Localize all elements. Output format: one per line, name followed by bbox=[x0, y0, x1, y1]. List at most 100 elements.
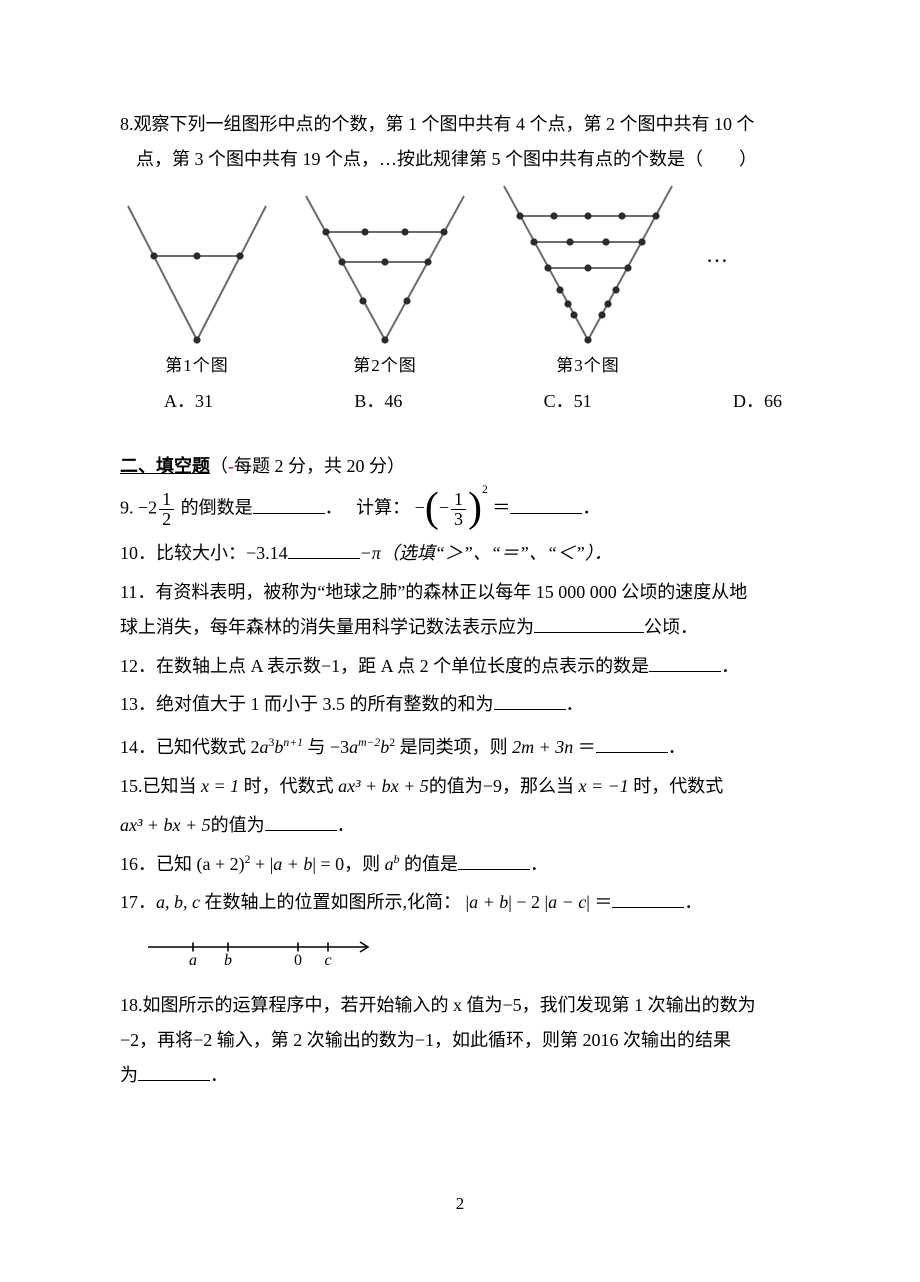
q14-t2a: a bbox=[349, 737, 358, 757]
q17-minus: − 2 bbox=[516, 892, 540, 912]
q16: 16．已知 (a + 2)2 + |a + b| = 0，则 ab 的值是． bbox=[120, 850, 800, 879]
q18-blank bbox=[138, 1061, 210, 1081]
q18-period: ． bbox=[210, 1065, 228, 1085]
q16-tail: 的值是 bbox=[404, 854, 458, 874]
q15-l1b: 时，代数式 bbox=[239, 776, 338, 796]
q17-vars: a, b, c bbox=[156, 892, 200, 912]
q9-blank1 bbox=[253, 494, 325, 514]
q9-period2: ． bbox=[582, 498, 600, 518]
section2-title: 二、填空题 bbox=[120, 456, 210, 476]
q15-l2: ax³ + bx + 5的值为 ． bbox=[120, 811, 800, 840]
q16-period: ． bbox=[530, 854, 548, 874]
q17-numberline: a b 0 c bbox=[138, 927, 800, 973]
q9-calc: 计算： bbox=[356, 498, 410, 518]
q11-l2-wrap: 球上消失，每年森林的消失量用科学记数法表示应为公顷． bbox=[120, 613, 800, 642]
q8-line1: 8.观察下列一组图形中点的个数，第 1 个图中共有 4 个点，第 2 个图中共有… bbox=[120, 110, 800, 139]
q15-l1: 15.已知当 x = 1 时，代数式 ax³ + bx + 5的值为−9，那么当… bbox=[120, 772, 800, 801]
q14-period: ． bbox=[668, 737, 686, 757]
q8-figures: 第1个图 第2个图 bbox=[122, 180, 800, 379]
section2-heading: 二、填空题（-每题 2 分，共 20 分） bbox=[120, 452, 800, 481]
q12-period: ． bbox=[721, 656, 739, 676]
q8-options: A．31 B．46 C．51 D．66 bbox=[120, 383, 800, 416]
q17-lead: 17． bbox=[120, 892, 156, 912]
q9: 9. −212 的倒数是． 计算： −(−13)2 ＝． bbox=[120, 490, 800, 529]
q8-opt-b: B．46 bbox=[354, 387, 402, 416]
q14-mid: 是同类项，则 bbox=[400, 737, 513, 757]
q8-fig1-cap: 第1个图 bbox=[122, 352, 272, 379]
q14-t1a: a bbox=[260, 737, 269, 757]
q15-l1d: 时，代数式 bbox=[629, 776, 724, 796]
q10-lead: 10．比较大小：−3.14 bbox=[120, 543, 288, 563]
svg-text:0: 0 bbox=[294, 952, 302, 969]
q17-c1: | bbox=[508, 892, 512, 912]
q16-abs-i: a + b bbox=[273, 854, 312, 874]
q10: 10．比较大小：−3.14 −π（选填“＞”、“＝”、“＜”）． bbox=[120, 539, 800, 568]
q17-i2: a − c bbox=[548, 892, 586, 912]
q9-inner-den: 3 bbox=[451, 510, 466, 529]
q9-rparen: ) bbox=[468, 485, 482, 531]
q9-minus: − bbox=[138, 498, 148, 518]
svg-text:b: b bbox=[224, 952, 232, 969]
q16-paren: (a + 2) bbox=[197, 854, 245, 874]
q18-l1-text: 18.如图所示的运算程序中，若开始输入的 x 值为−5，我们发现第 1 次输出的… bbox=[120, 995, 756, 1015]
q15-period: ． bbox=[337, 815, 355, 835]
q14-eq: ＝ bbox=[578, 737, 596, 757]
q8-opt-a: A．31 bbox=[164, 387, 213, 416]
q16-ab: a bbox=[385, 854, 394, 874]
q8-opt-c: C．51 bbox=[544, 387, 592, 416]
q18-l3-wrap: 为． bbox=[120, 1061, 800, 1090]
q16-plus: + bbox=[255, 854, 270, 874]
q15-l1a: 15.已知当 bbox=[120, 776, 201, 796]
q13-lead: 13．绝对值大于 1 而小于 3.5 的所有整数的和为 bbox=[120, 694, 494, 714]
q14-t2bp: 2 bbox=[389, 736, 395, 749]
q14-t2c: −3 bbox=[330, 737, 349, 757]
q16-blank bbox=[458, 850, 530, 870]
q13: 13．绝对值大于 1 而小于 3.5 的所有整数的和为 ． bbox=[120, 690, 800, 719]
q9-mixed-den: 2 bbox=[159, 510, 174, 529]
q9-inner-num: 1 bbox=[451, 490, 466, 510]
q14-blank bbox=[596, 733, 668, 753]
q14-expr: 2m + 3n bbox=[512, 737, 573, 757]
q12: 12．在数轴上点 A 表示数−1，距 A 点 2 个单位长度的点表示的数是． bbox=[120, 652, 800, 681]
q11-l2: 球上消失，每年森林的消失量用科学记数法表示应为 bbox=[120, 617, 534, 637]
q17-eq: ＝ bbox=[594, 892, 612, 912]
section2-paren: （ bbox=[210, 456, 228, 476]
q16-abpow: b bbox=[394, 853, 400, 866]
q15-blank bbox=[265, 811, 337, 831]
q14-t1c: 2 bbox=[251, 737, 260, 757]
q17-i1: a + b bbox=[469, 892, 508, 912]
q13-blank bbox=[494, 690, 566, 710]
q9-inner-neg: − bbox=[439, 498, 449, 518]
q15-xm1: x = −1 bbox=[578, 776, 628, 796]
q12-blank bbox=[649, 652, 721, 672]
q9-mid1: 的倒数是 bbox=[181, 498, 253, 518]
q17: 17．a, b, c 在数轴上的位置如图所示,化简： |a + b| − 2 |… bbox=[120, 888, 800, 917]
q9-mixed-num: 1 bbox=[159, 490, 174, 510]
section2-tail: 每题 2 分，共 20 分） bbox=[234, 456, 405, 476]
q8-fig3: 第3个图 bbox=[498, 180, 678, 379]
q15-l1c: 的值为−9，那么当 bbox=[429, 776, 579, 796]
q17-c2: | bbox=[586, 892, 590, 912]
q10-tail: −π（选填“＞”、“＝”、“＜”）． bbox=[360, 543, 612, 563]
q9-inner-frac: 13 bbox=[451, 490, 466, 529]
q17-blank bbox=[612, 888, 684, 908]
svg-text:c: c bbox=[324, 952, 331, 969]
q14-t2ap: m−2 bbox=[358, 736, 380, 749]
q14-t2b: b bbox=[380, 737, 389, 757]
q9-lead: 9. bbox=[120, 498, 138, 518]
q17-mid: 在数轴上的位置如图所示,化简： bbox=[200, 892, 461, 912]
q9-blank2 bbox=[510, 494, 582, 514]
q15-l2b: 的值为 bbox=[211, 815, 265, 835]
q9-neg: − bbox=[415, 498, 425, 518]
q13-period: ． bbox=[566, 694, 584, 714]
q15-poly2: ax³ + bx + 5 bbox=[120, 815, 211, 835]
svg-text:a: a bbox=[189, 952, 197, 969]
q8-fig2: 第2个图 bbox=[300, 190, 470, 379]
q9-pow: 2 bbox=[482, 483, 488, 496]
q16-eq0: = 0，则 bbox=[321, 854, 385, 874]
q18-l2: −2，再将−2 输入，第 2 次输出的数为−1，如此循环，则第 2016 次输出… bbox=[120, 1026, 800, 1055]
page-number: 2 bbox=[120, 1190, 800, 1217]
q17-period: ． bbox=[684, 892, 702, 912]
q15-x1: x = 1 bbox=[201, 776, 239, 796]
q16-pow: 2 bbox=[245, 853, 251, 866]
